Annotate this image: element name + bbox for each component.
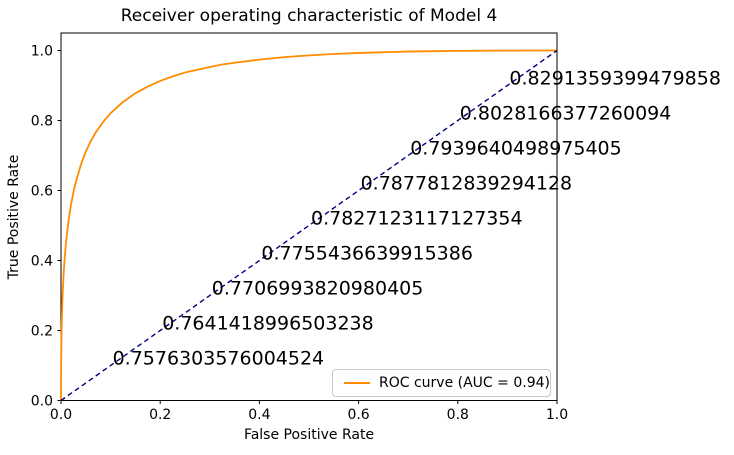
- annotation-label: 0.8291359399479858: [509, 68, 721, 90]
- x-tick-label: 0.4: [248, 407, 270, 423]
- annotation-label: 0.7877812839294128: [361, 173, 573, 195]
- x-tick-label: 1.0: [546, 407, 568, 423]
- x-tick-label: 0.8: [447, 407, 469, 423]
- legend-line-swatch: [344, 382, 370, 384]
- y-tick-label: 0.6: [31, 184, 53, 200]
- axes-spines: [60, 32, 558, 401]
- annotation-label: 0.8028166377260094: [460, 103, 672, 125]
- legend-label: ROC curve (AUC = 0.94): [379, 375, 550, 391]
- x-axis-label: False Positive Rate: [243, 427, 375, 443]
- annotation-label: 0.7827123117127354: [311, 208, 523, 230]
- roc-curve-line: [60, 49, 558, 401]
- annotation-label: 0.7755436639915386: [261, 243, 473, 265]
- y-tick-label: 1.0: [31, 44, 53, 60]
- annotation-label: 0.7641418996503238: [162, 313, 374, 335]
- chance-diagonal-line: [60, 49, 558, 402]
- y-tick-label: 0.0: [31, 394, 53, 410]
- y-axis-label: True Positive Rate: [6, 154, 22, 280]
- legend: ROC curve (AUC = 0.94): [332, 369, 551, 397]
- annotation-label: 0.7706993820980405: [212, 278, 424, 300]
- chart-title: Receiver operating characteristic of Mod…: [120, 6, 498, 26]
- x-tick-label: 0.6: [347, 407, 369, 423]
- y-tick-label: 0.2: [31, 324, 53, 340]
- x-tick-label: 0.0: [50, 407, 72, 423]
- y-tick-label: 0.8: [31, 114, 53, 130]
- x-tick-label: 0.2: [149, 407, 171, 423]
- annotation-label: 0.7576303576004524: [113, 348, 325, 370]
- annotation-label: 0.7939640498975405: [410, 138, 622, 160]
- y-tick-label: 0.4: [31, 254, 53, 270]
